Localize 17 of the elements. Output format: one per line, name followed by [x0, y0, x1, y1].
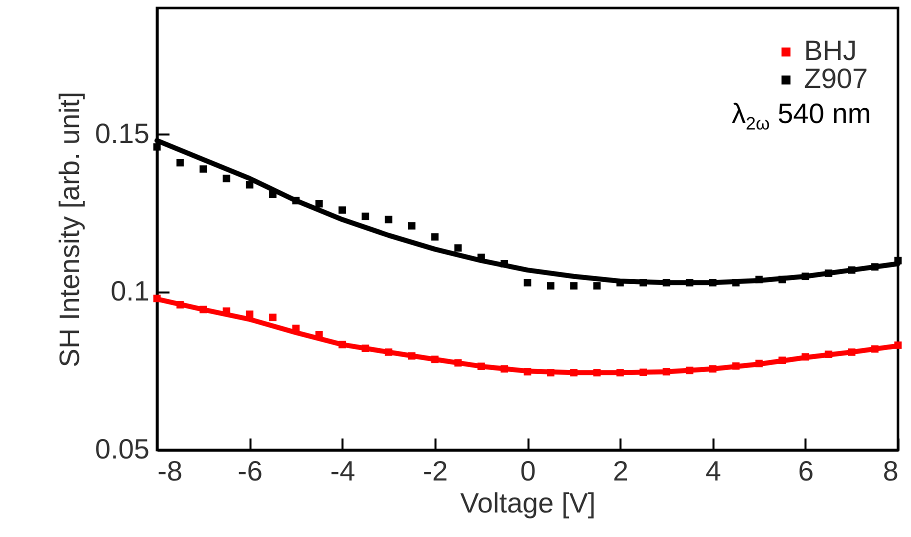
x-tick-label: -4 — [330, 456, 356, 486]
x-tick-label: 4 — [705, 456, 722, 486]
x-tick-label: -2 — [422, 456, 448, 486]
x-tick-label: 2 — [612, 456, 628, 486]
legend-label: Z907 — [804, 63, 868, 94]
y-axis-title: SH Intensity [arb. unit] — [54, 92, 86, 368]
legend-label: BHJ — [804, 35, 857, 66]
x-tick-label: 0 — [520, 456, 536, 486]
y-tick-label: 0.1 — [110, 276, 150, 307]
x-axis-title: Voltage [V] — [460, 488, 596, 518]
y-tick-label: 0.05 — [95, 434, 150, 464]
x-tick-label: 8 — [882, 456, 898, 486]
x-tick-label: 6 — [798, 456, 814, 486]
y-tick-label: 0.15 — [95, 118, 150, 149]
annotation: λ$_{2ω}$ 540 nm — [732, 98, 871, 135]
x-tick-label: -8 — [158, 456, 182, 486]
x-tick-label: -6 — [238, 456, 263, 486]
